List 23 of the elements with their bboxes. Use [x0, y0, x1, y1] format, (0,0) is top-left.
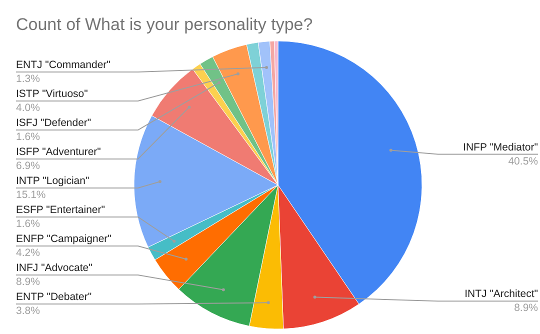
data-label: 40.5%: [508, 155, 538, 168]
slice-label: INFP "Mediator": [463, 141, 538, 154]
data-label: 1.6%: [16, 218, 40, 230]
data-label: 1.6%: [16, 131, 40, 143]
data-label: 4.2%: [16, 247, 40, 259]
slice-label: ENFP "Campaigner": [16, 233, 112, 245]
data-label: 3.8%: [16, 305, 40, 317]
chart-title: Count of What is your personality type?: [16, 15, 313, 34]
data-label: 4.0%: [16, 102, 40, 114]
data-label: 1.3%: [16, 73, 40, 85]
data-label: 15.1%: [16, 189, 46, 201]
data-label: 8.9%: [514, 302, 538, 314]
data-label: 6.9%: [16, 160, 40, 172]
slice-label: ENTJ "Commander": [16, 59, 111, 71]
slice-label: ISFJ "Defender": [16, 117, 92, 129]
slice-label: ISTP "Virtuoso": [16, 88, 88, 100]
slice-label: ISFP "Adventurer": [16, 146, 102, 158]
slice-label: INFJ "Advocate": [16, 262, 93, 274]
slice-label: INTP "Logician": [16, 175, 90, 187]
slice-label: ENTP "Debater": [16, 291, 92, 303]
slice-label: INTJ "Architect": [464, 288, 538, 300]
slice-label: ESFP "Entertainer": [16, 204, 106, 216]
data-label: 8.9%: [16, 276, 40, 288]
